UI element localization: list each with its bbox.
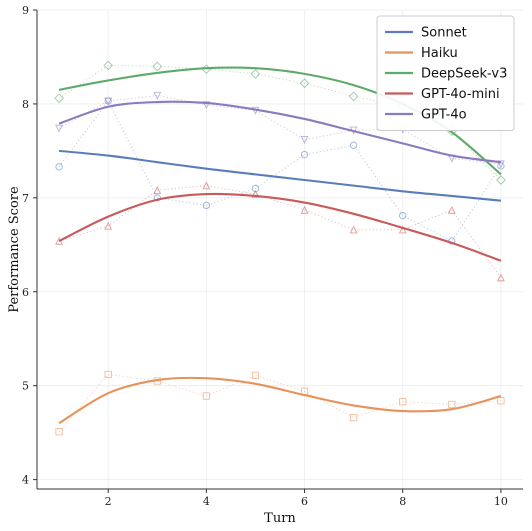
data-point (300, 135, 309, 144)
data-point (153, 186, 162, 194)
x-tick-label: 6 (301, 495, 308, 508)
trend-line-gpt-4o (58, 100, 502, 164)
y-tick-label: 9 (22, 4, 29, 17)
data-point (448, 400, 456, 409)
y-axis-title: Performance Score (7, 186, 22, 313)
data-point (349, 225, 358, 234)
data-point (496, 273, 505, 282)
raw-line-deepseek-v3 (58, 64, 502, 181)
legend-label-sonnet: Sonnet (421, 26, 467, 41)
data-point (250, 69, 261, 79)
data-point (349, 141, 358, 149)
data-point (300, 150, 309, 159)
data-point (300, 205, 309, 214)
data-point (55, 163, 63, 171)
legend-label-gpt-4o-mini: GPT-4o-mini (421, 87, 500, 102)
y-tick-label: 8 (22, 98, 29, 111)
raw-line-gpt-4o (58, 95, 501, 165)
data-point (153, 91, 162, 100)
data-point (152, 61, 163, 72)
legend-frame (376, 15, 515, 131)
data-point (447, 205, 456, 214)
data-point (54, 93, 64, 104)
data-point (104, 370, 112, 379)
data-point (104, 97, 113, 106)
legend-label-gpt-4o: GPT-4o (421, 108, 467, 123)
legend: Sonnet Haiku DeepSeek-v3 GPT-4o-mini GPT-4o (376, 15, 515, 131)
data-point (399, 398, 407, 406)
data-point (497, 162, 505, 170)
legend-label-deepseek-v3: DeepSeek-v3 (421, 67, 507, 82)
x-tick-label: 10 (494, 495, 508, 508)
y-tick-label: 4 (22, 474, 29, 487)
data-point (202, 201, 211, 210)
data-point (398, 225, 407, 234)
x-tick-label: 8 (399, 495, 406, 508)
y-tick-label: 7 (22, 192, 29, 205)
data-point (202, 101, 211, 110)
axes: 2 4 6 8 10 4 5 6 7 8 9 (22, 4, 523, 508)
data-point (348, 91, 359, 102)
data-point (103, 60, 114, 71)
data-point (399, 212, 407, 220)
trend-line-sonnet (58, 149, 502, 202)
x-axis-title: Turn (264, 511, 296, 526)
data-point (299, 78, 310, 89)
data-point (55, 428, 63, 436)
data-point (104, 221, 113, 230)
data-point (55, 124, 64, 133)
trend-line-gpt-4o-mini (58, 192, 502, 262)
data-point (496, 175, 506, 185)
x-tick-label: 2 (105, 495, 112, 508)
raw-points-layer (54, 60, 506, 436)
raw-line-sonnet (58, 100, 502, 242)
data-point (496, 160, 505, 169)
data-point (153, 194, 161, 202)
trend-line-haiku (58, 376, 502, 425)
data-point (202, 392, 211, 400)
legend-label-haiku: Haiku (421, 46, 458, 61)
x-tick-label: 4 (203, 495, 210, 508)
data-point (251, 371, 260, 380)
y-tick-label: 5 (22, 380, 29, 393)
data-point (497, 397, 505, 405)
data-point (349, 413, 358, 422)
y-tick-label: 6 (22, 286, 29, 299)
raw-line-haiku (58, 373, 501, 433)
data-point (251, 189, 260, 198)
data-point (202, 181, 211, 190)
